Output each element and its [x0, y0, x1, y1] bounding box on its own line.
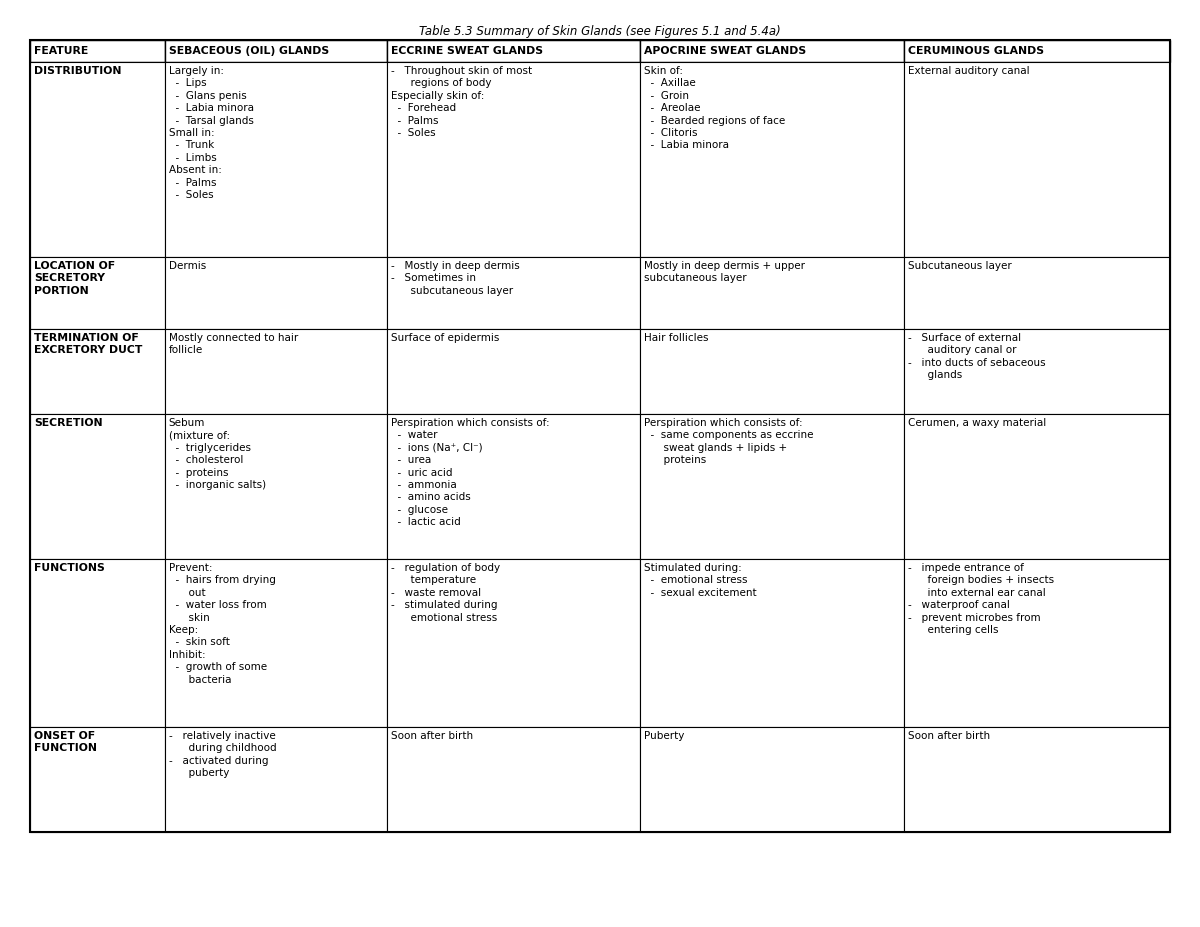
Bar: [386, 559, 640, 727]
Bar: [905, 414, 1170, 559]
Bar: [640, 727, 905, 832]
Bar: [640, 414, 905, 559]
Text: Skin of:
  -  Axillae
  -  Groin
  -  Areolae
  -  Bearded regions of face
  -  : Skin of: - Axillae - Groin - Areolae - B…: [644, 66, 785, 150]
Text: Sebum
(mixture of:
  -  triglycerides
  -  cholesterol
  -  proteins
  -  inorga: Sebum (mixture of: - triglycerides - cho…: [168, 418, 265, 490]
Bar: [386, 414, 640, 559]
Bar: [386, 727, 640, 832]
Bar: [30, 40, 164, 62]
Text: Mostly in deep dermis + upper
subcutaneous layer: Mostly in deep dermis + upper subcutaneo…: [644, 261, 805, 284]
Text: Soon after birth: Soon after birth: [391, 731, 473, 741]
Bar: [640, 257, 905, 329]
Text: Perspiration which consists of:
  -  same components as eccrine
      sweat glan: Perspiration which consists of: - same c…: [644, 418, 814, 465]
Text: SECRETION: SECRETION: [34, 418, 103, 428]
Text: CERUMINOUS GLANDS: CERUMINOUS GLANDS: [908, 46, 1044, 56]
Text: FEATURE: FEATURE: [34, 46, 89, 56]
Bar: [164, 329, 386, 414]
Text: ONSET OF
FUNCTION: ONSET OF FUNCTION: [34, 731, 97, 754]
Bar: [164, 414, 386, 559]
Bar: [640, 559, 905, 727]
Bar: [640, 329, 905, 414]
Bar: [386, 62, 640, 257]
Text: Mostly connected to hair
follicle: Mostly connected to hair follicle: [168, 333, 298, 355]
Text: DISTRIBUTION: DISTRIBUTION: [34, 66, 121, 76]
Bar: [30, 257, 164, 329]
Bar: [905, 329, 1170, 414]
Text: Subcutaneous layer: Subcutaneous layer: [908, 261, 1012, 271]
Text: SEBACEOUS (OIL) GLANDS: SEBACEOUS (OIL) GLANDS: [168, 46, 329, 56]
Text: TERMINATION OF
EXCRETORY DUCT: TERMINATION OF EXCRETORY DUCT: [34, 333, 143, 355]
Text: ECCRINE SWEAT GLANDS: ECCRINE SWEAT GLANDS: [391, 46, 542, 56]
Text: Cerumen, a waxy material: Cerumen, a waxy material: [908, 418, 1046, 428]
Text: LOCATION OF
SECRETORY
PORTION: LOCATION OF SECRETORY PORTION: [34, 261, 115, 296]
Bar: [640, 62, 905, 257]
Bar: [30, 329, 164, 414]
Text: Surface of epidermis: Surface of epidermis: [391, 333, 499, 343]
Bar: [905, 559, 1170, 727]
Bar: [30, 727, 164, 832]
Bar: [30, 62, 164, 257]
Bar: [386, 329, 640, 414]
Bar: [905, 257, 1170, 329]
Bar: [164, 40, 386, 62]
Text: Dermis: Dermis: [168, 261, 205, 271]
Text: -   regulation of body
      temperature
-   waste removal
-   stimulated during: - regulation of body temperature - waste…: [391, 563, 500, 623]
Text: Stimulated during:
  -  emotional stress
  -  sexual excitement: Stimulated during: - emotional stress - …: [644, 563, 756, 598]
Bar: [30, 40, 1170, 832]
Bar: [905, 62, 1170, 257]
Text: -   impede entrance of
      foreign bodies + insects
      into external ear ca: - impede entrance of foreign bodies + in…: [908, 563, 1055, 635]
Text: FUNCTIONS: FUNCTIONS: [34, 563, 104, 573]
Bar: [164, 62, 386, 257]
Bar: [386, 40, 640, 62]
Bar: [164, 727, 386, 832]
Bar: [164, 559, 386, 727]
Bar: [164, 257, 386, 329]
Bar: [30, 559, 164, 727]
Text: Puberty: Puberty: [644, 731, 684, 741]
Text: Largely in:
  -  Lips
  -  Glans penis
  -  Labia minora
  -  Tarsal glands
Smal: Largely in: - Lips - Glans penis - Labia…: [168, 66, 253, 200]
Text: -   Mostly in deep dermis
-   Sometimes in
      subcutaneous layer: - Mostly in deep dermis - Sometimes in s…: [391, 261, 520, 296]
Text: APOCRINE SWEAT GLANDS: APOCRINE SWEAT GLANDS: [644, 46, 806, 56]
Bar: [905, 727, 1170, 832]
Text: Perspiration which consists of:
  -  water
  -  ions (Na⁺, Cl⁻)
  -  urea
  -  u: Perspiration which consists of: - water …: [391, 418, 550, 527]
Text: Soon after birth: Soon after birth: [908, 731, 990, 741]
Text: Hair follicles: Hair follicles: [644, 333, 708, 343]
Bar: [30, 414, 164, 559]
Bar: [640, 40, 905, 62]
Bar: [386, 257, 640, 329]
Text: -   Throughout skin of most
      regions of body
Especially skin of:
  -  Foreh: - Throughout skin of most regions of bod…: [391, 66, 532, 138]
Text: -   Surface of external
      auditory canal or
-   into ducts of sebaceous
    : - Surface of external auditory canal or …: [908, 333, 1046, 380]
Text: External auditory canal: External auditory canal: [908, 66, 1030, 76]
Text: -   relatively inactive
      during childhood
-   activated during
      pubert: - relatively inactive during childhood -…: [168, 731, 276, 778]
Text: Table 5.3 Summary of Skin Glands (see Figures 5.1 and 5.4a): Table 5.3 Summary of Skin Glands (see Fi…: [419, 25, 781, 38]
Text: Prevent:
  -  hairs from drying
      out
  -  water loss from
      skin
Keep:
: Prevent: - hairs from drying out - water…: [168, 563, 275, 685]
Bar: [905, 40, 1170, 62]
